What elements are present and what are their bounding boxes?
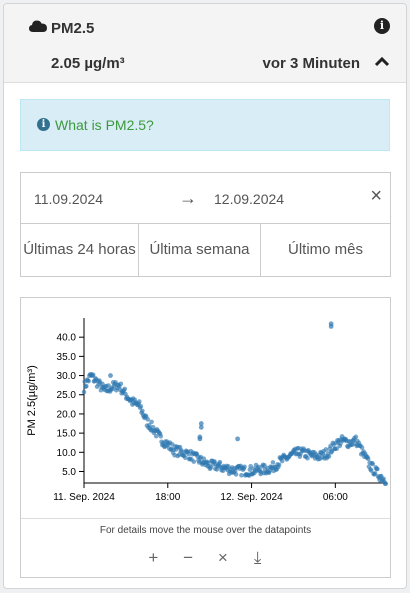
y-tick-label: 15.0 (57, 429, 77, 440)
current-value: 2.05 µg/m³ (51, 55, 125, 72)
data-point (198, 424, 204, 430)
data-point (262, 463, 267, 468)
data-point (359, 445, 365, 450)
x-tick-label: 06:00 (323, 492, 348, 503)
y-tick-label: 5.0 (62, 467, 76, 478)
chart-container: 5.0 10.0 15.0 20.0 25.0 30.0 35.0 40.0 11. Sep. … (20, 297, 391, 578)
data-point (201, 456, 207, 461)
date-range-row[interactable]: 11.09.2024 → 12.09.2024 × (21, 173, 390, 224)
data-point (153, 433, 159, 439)
data-point (138, 404, 144, 409)
data-point (118, 381, 124, 387)
date-to[interactable]: 12.09.2024 (214, 191, 285, 207)
data-point (365, 456, 371, 462)
data-point (158, 433, 164, 439)
data-point (372, 471, 378, 476)
x-tick-label: 18:00 (155, 492, 180, 503)
data-point (81, 389, 87, 395)
data-point (279, 458, 285, 464)
pm25-chart[interactable]: 5.0 10.0 15.0 20.0 25.0 30.0 35.0 40.0 11. Sep. … (21, 298, 390, 516)
preset-last-week[interactable]: Última semana (139, 224, 261, 276)
data-point (136, 399, 142, 404)
chart-hint: For details move the mouse over the data… (99, 525, 312, 536)
x-tick-label: 12. Sep. 2024 (220, 492, 283, 503)
data-point (183, 455, 188, 461)
data-point (368, 468, 374, 473)
preset-last-24h[interactable]: Últimas 24 horas (21, 224, 139, 276)
chart-divider (21, 518, 390, 519)
data-point (323, 447, 329, 452)
data-point (150, 424, 156, 430)
chart-toolbar: + − × ⤓ (21, 548, 390, 568)
data-point (217, 459, 223, 465)
data-point (270, 460, 276, 465)
data-point (197, 436, 203, 442)
zoom-in-icon[interactable]: + (148, 548, 159, 567)
data-point (375, 466, 380, 472)
data-point (383, 481, 389, 487)
data-point (149, 419, 154, 425)
y-tick-label: 10.0 (57, 448, 77, 459)
data-point (198, 421, 204, 426)
data-point (353, 434, 359, 440)
cloud-icon (29, 20, 47, 32)
data-point (370, 461, 376, 467)
data-point (108, 373, 113, 378)
data-point (208, 465, 214, 470)
x-tick-label: 11. Sep. 2024 (53, 492, 115, 503)
info-circle-icon: i (37, 118, 50, 131)
y-tick-label: 20.0 (57, 409, 77, 420)
zoom-out-icon[interactable]: − (183, 548, 194, 567)
info-icon[interactable]: i (374, 18, 390, 34)
data-point (242, 464, 247, 470)
date-from[interactable]: 11.09.2024 (34, 191, 104, 207)
data-point (256, 464, 261, 470)
data-point (235, 436, 240, 442)
data-point (145, 417, 151, 422)
arrow-right-icon: → (179, 188, 197, 208)
data-point (86, 378, 91, 384)
data-point (84, 383, 89, 389)
data-point (90, 372, 96, 378)
data-point (326, 454, 332, 459)
data-point (328, 324, 334, 329)
sensor-title: PM2.5 (51, 20, 95, 37)
y-axis-label: PM 2.5(µg/m³) (26, 365, 38, 436)
data-point (233, 472, 239, 477)
data-point (140, 408, 145, 414)
y-tick-label: 25.0 (57, 390, 77, 401)
clear-icon[interactable]: × (370, 185, 382, 207)
y-tick-label: 40.0 (57, 333, 77, 344)
last-updated: vor 3 Minuten (262, 55, 360, 72)
reset-icon[interactable]: × (217, 548, 228, 567)
data-point (239, 472, 244, 478)
what-is-pm25-link[interactable]: What is PM2.5? (55, 117, 154, 133)
data-point (334, 446, 339, 452)
panel-header[interactable]: PM2.5 i 2.05 µg/m³ vor 3 Minuten (4, 4, 406, 83)
download-icon[interactable]: ⤓ (253, 548, 262, 567)
data-point (122, 386, 128, 392)
data-point (305, 455, 310, 461)
chevron-up-icon[interactable] (374, 54, 390, 70)
info-alert: i What is PM2.5? (20, 99, 390, 151)
y-tick-label: 35.0 (57, 352, 77, 363)
sensor-panel: PM2.5 i 2.05 µg/m³ vor 3 Minuten i What … (3, 3, 407, 589)
y-tick-label: 30.0 (57, 371, 77, 382)
data-point (191, 459, 197, 464)
data-point (276, 462, 282, 468)
preset-last-month[interactable]: Último mês (287, 241, 363, 258)
date-range-picker: 11.09.2024 → 12.09.2024 × Últimas 24 hor… (20, 172, 391, 277)
